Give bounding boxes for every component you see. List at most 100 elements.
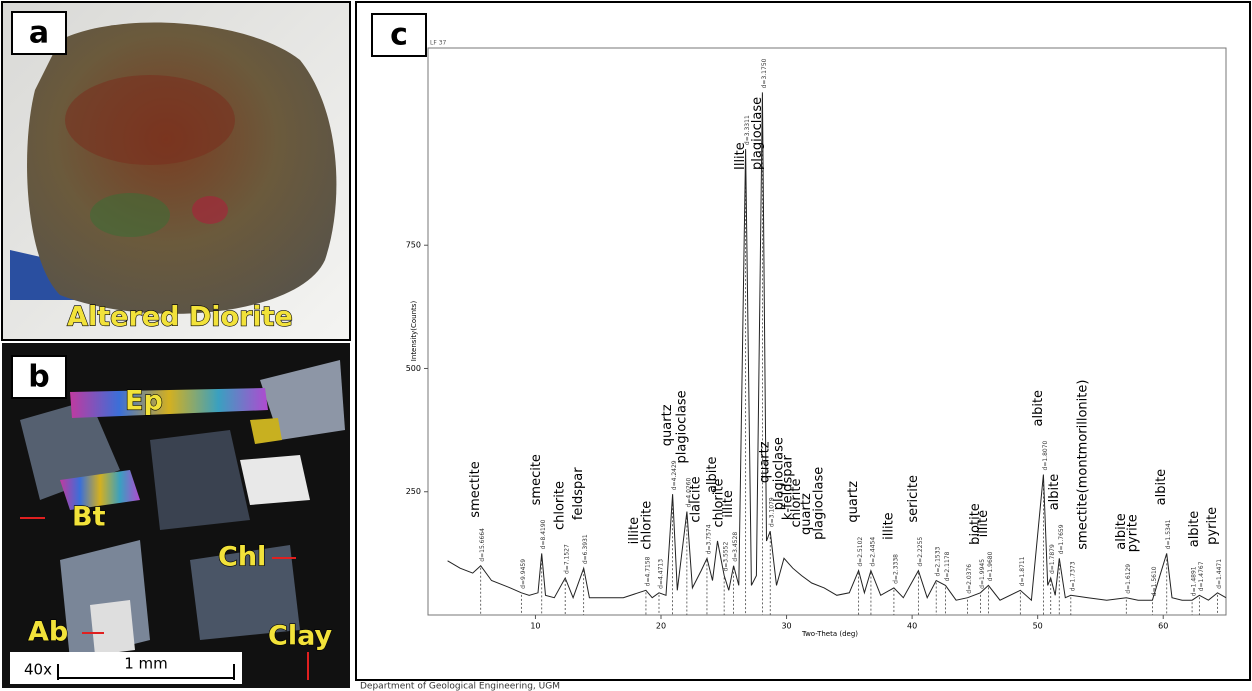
mineral-annotation: plagioclase xyxy=(750,97,765,170)
mineral-annotation: sericite xyxy=(906,475,921,523)
caption: Altered Diorite xyxy=(67,302,293,333)
rock xyxy=(27,22,337,314)
mineral-annotation: quartz xyxy=(799,493,814,535)
mineral-annotation: illite xyxy=(721,490,736,518)
mineral-annotation: feldspar xyxy=(571,467,586,520)
panel-c: c LF 37 Intensity(Counts) Two-Theta (deg… xyxy=(355,1,1251,691)
mineral-annotation: k-feldspar xyxy=(780,455,795,521)
d-spacing-label: d=1.8070 xyxy=(1042,440,1049,470)
d-spacing-label: d=1.9680 xyxy=(987,551,994,581)
d-spacing-label: d=2.5102 xyxy=(857,537,864,567)
stain xyxy=(65,75,235,165)
mineral-annotation: chlorite xyxy=(789,479,804,528)
mineral-annotation: chlorite xyxy=(712,479,727,528)
d-spacing-label: d=1.4471 xyxy=(1216,559,1223,589)
mineral-annotation: smectite(montmorillonite) xyxy=(1075,380,1090,550)
d-spacing-label: d=3.4528 xyxy=(732,532,739,562)
footer: Department of Geological Engineering, UG… xyxy=(360,682,560,691)
grain xyxy=(260,360,345,440)
x-tick-label: 50 xyxy=(1033,622,1043,631)
d-spacing-label: d=2.4454 xyxy=(869,537,876,567)
x-tick-label: 20 xyxy=(656,622,666,631)
panel-label: a xyxy=(29,16,49,51)
panel-a: a Altered Diorite xyxy=(1,1,351,341)
panel-frame xyxy=(355,1,1251,681)
mineral-label: Ab xyxy=(28,617,68,648)
panel-b: b Ep Bt Chl Ab Clay 40x 1 mm xyxy=(2,343,350,688)
d-spacing-label: d=2.1533 xyxy=(935,546,942,576)
panel-label-box xyxy=(11,355,67,399)
mineral-annotation: smecite xyxy=(529,454,544,505)
d-spacing-label: d=1.5341 xyxy=(1165,519,1172,549)
x-tick-label: 10 xyxy=(530,622,540,631)
d-spacing-label: d=9.9459 xyxy=(520,559,527,589)
d-spacing-label: d=1.7879 xyxy=(1049,544,1056,574)
x-tick-label: 30 xyxy=(781,622,791,631)
grain xyxy=(90,600,135,655)
mineral-annotation: Illite xyxy=(733,142,748,170)
corner-note: LF 37 xyxy=(430,40,447,47)
scale-label: 1 mm xyxy=(124,655,168,673)
d-spacing-label: d=3.1750 xyxy=(761,58,768,88)
mineral-annotation: albite xyxy=(1187,511,1202,548)
mineral-annotation: illite xyxy=(976,510,991,538)
grain xyxy=(190,545,300,640)
mineral-label: Bt xyxy=(72,502,106,533)
d-spacing-label: d=3.7574 xyxy=(705,524,712,554)
x-axis-label: Two-Theta (deg) xyxy=(801,630,858,638)
panel-label-box xyxy=(11,11,67,55)
d-spacing-label: d=1.7659 xyxy=(1058,524,1065,554)
d-spacing-label: d=7.1527 xyxy=(564,544,571,574)
d-spacing-label: d=4.7158 xyxy=(644,556,651,586)
d-spacing-label: d=4.0260 xyxy=(685,477,692,507)
mineral-annotation: albite xyxy=(1031,390,1046,427)
d-spacing-label: d=1.6129 xyxy=(1125,564,1132,594)
d-spacing-label: d=4.2429 xyxy=(671,460,678,490)
mineral-label: Chl xyxy=(218,542,266,573)
crystal xyxy=(60,470,140,510)
mineral-label: Ep xyxy=(125,386,163,417)
plot-frame xyxy=(427,47,1227,616)
panel-label: b xyxy=(28,360,49,395)
d-spacing-label: d=1.5610 xyxy=(1151,566,1158,596)
mineral-annotation: plagioclase xyxy=(812,467,827,540)
d-spacing-label: d=1.4767 xyxy=(1198,561,1205,591)
panel-label-box xyxy=(371,13,427,57)
panel-label: c xyxy=(390,18,408,53)
d-spacing-label: d=15.6664 xyxy=(479,528,486,562)
d-spacing-label: d=6.3931 xyxy=(582,534,589,564)
mineral-annotation: smectite xyxy=(468,461,483,517)
mineral-annotation: albite xyxy=(1154,469,1169,506)
grain xyxy=(150,430,250,530)
d-spacing-label: d=1.4891 xyxy=(1191,566,1198,596)
y-tick-label: 500 xyxy=(406,364,421,373)
mineral-annotation: illite xyxy=(881,512,896,540)
mineral-annotation: albite xyxy=(1114,513,1129,550)
x-tick-label: 60 xyxy=(1158,622,1168,631)
d-spacing-label: d=2.1178 xyxy=(944,551,951,581)
d-spacing-label: d=8.4190 xyxy=(540,519,547,549)
mineral-annotation: chlorite xyxy=(640,501,655,550)
stain xyxy=(90,193,170,237)
d-spacing-label: d=3.5552 xyxy=(723,542,730,572)
mineral-annotation: albite xyxy=(705,456,720,493)
mineral-annotation: clalcite xyxy=(689,476,704,522)
y-tick-label: 750 xyxy=(406,241,421,250)
d-spacing-label: d=4.4713 xyxy=(657,559,664,589)
mineral-annotation: albite xyxy=(1047,474,1062,511)
mineral-annotation: chlorite xyxy=(553,481,568,530)
mineral-annotation: quartz xyxy=(758,441,773,483)
epidote xyxy=(70,388,268,418)
y-tick-label: 250 xyxy=(406,487,421,496)
d-spacing-label: d=2.0376 xyxy=(966,564,973,594)
d-spacing-label: d=1.9945 xyxy=(979,559,986,589)
d-spacing-label: d=1.8711 xyxy=(1019,556,1026,586)
y-axis-label: Intensity(Counts) xyxy=(410,301,418,362)
mineral-label: Clay xyxy=(268,621,332,652)
grain xyxy=(240,455,310,505)
d-spacing-label: d=1.7373 xyxy=(1069,561,1076,591)
mineral-annotation: quartz xyxy=(846,481,861,523)
stain xyxy=(192,196,228,224)
